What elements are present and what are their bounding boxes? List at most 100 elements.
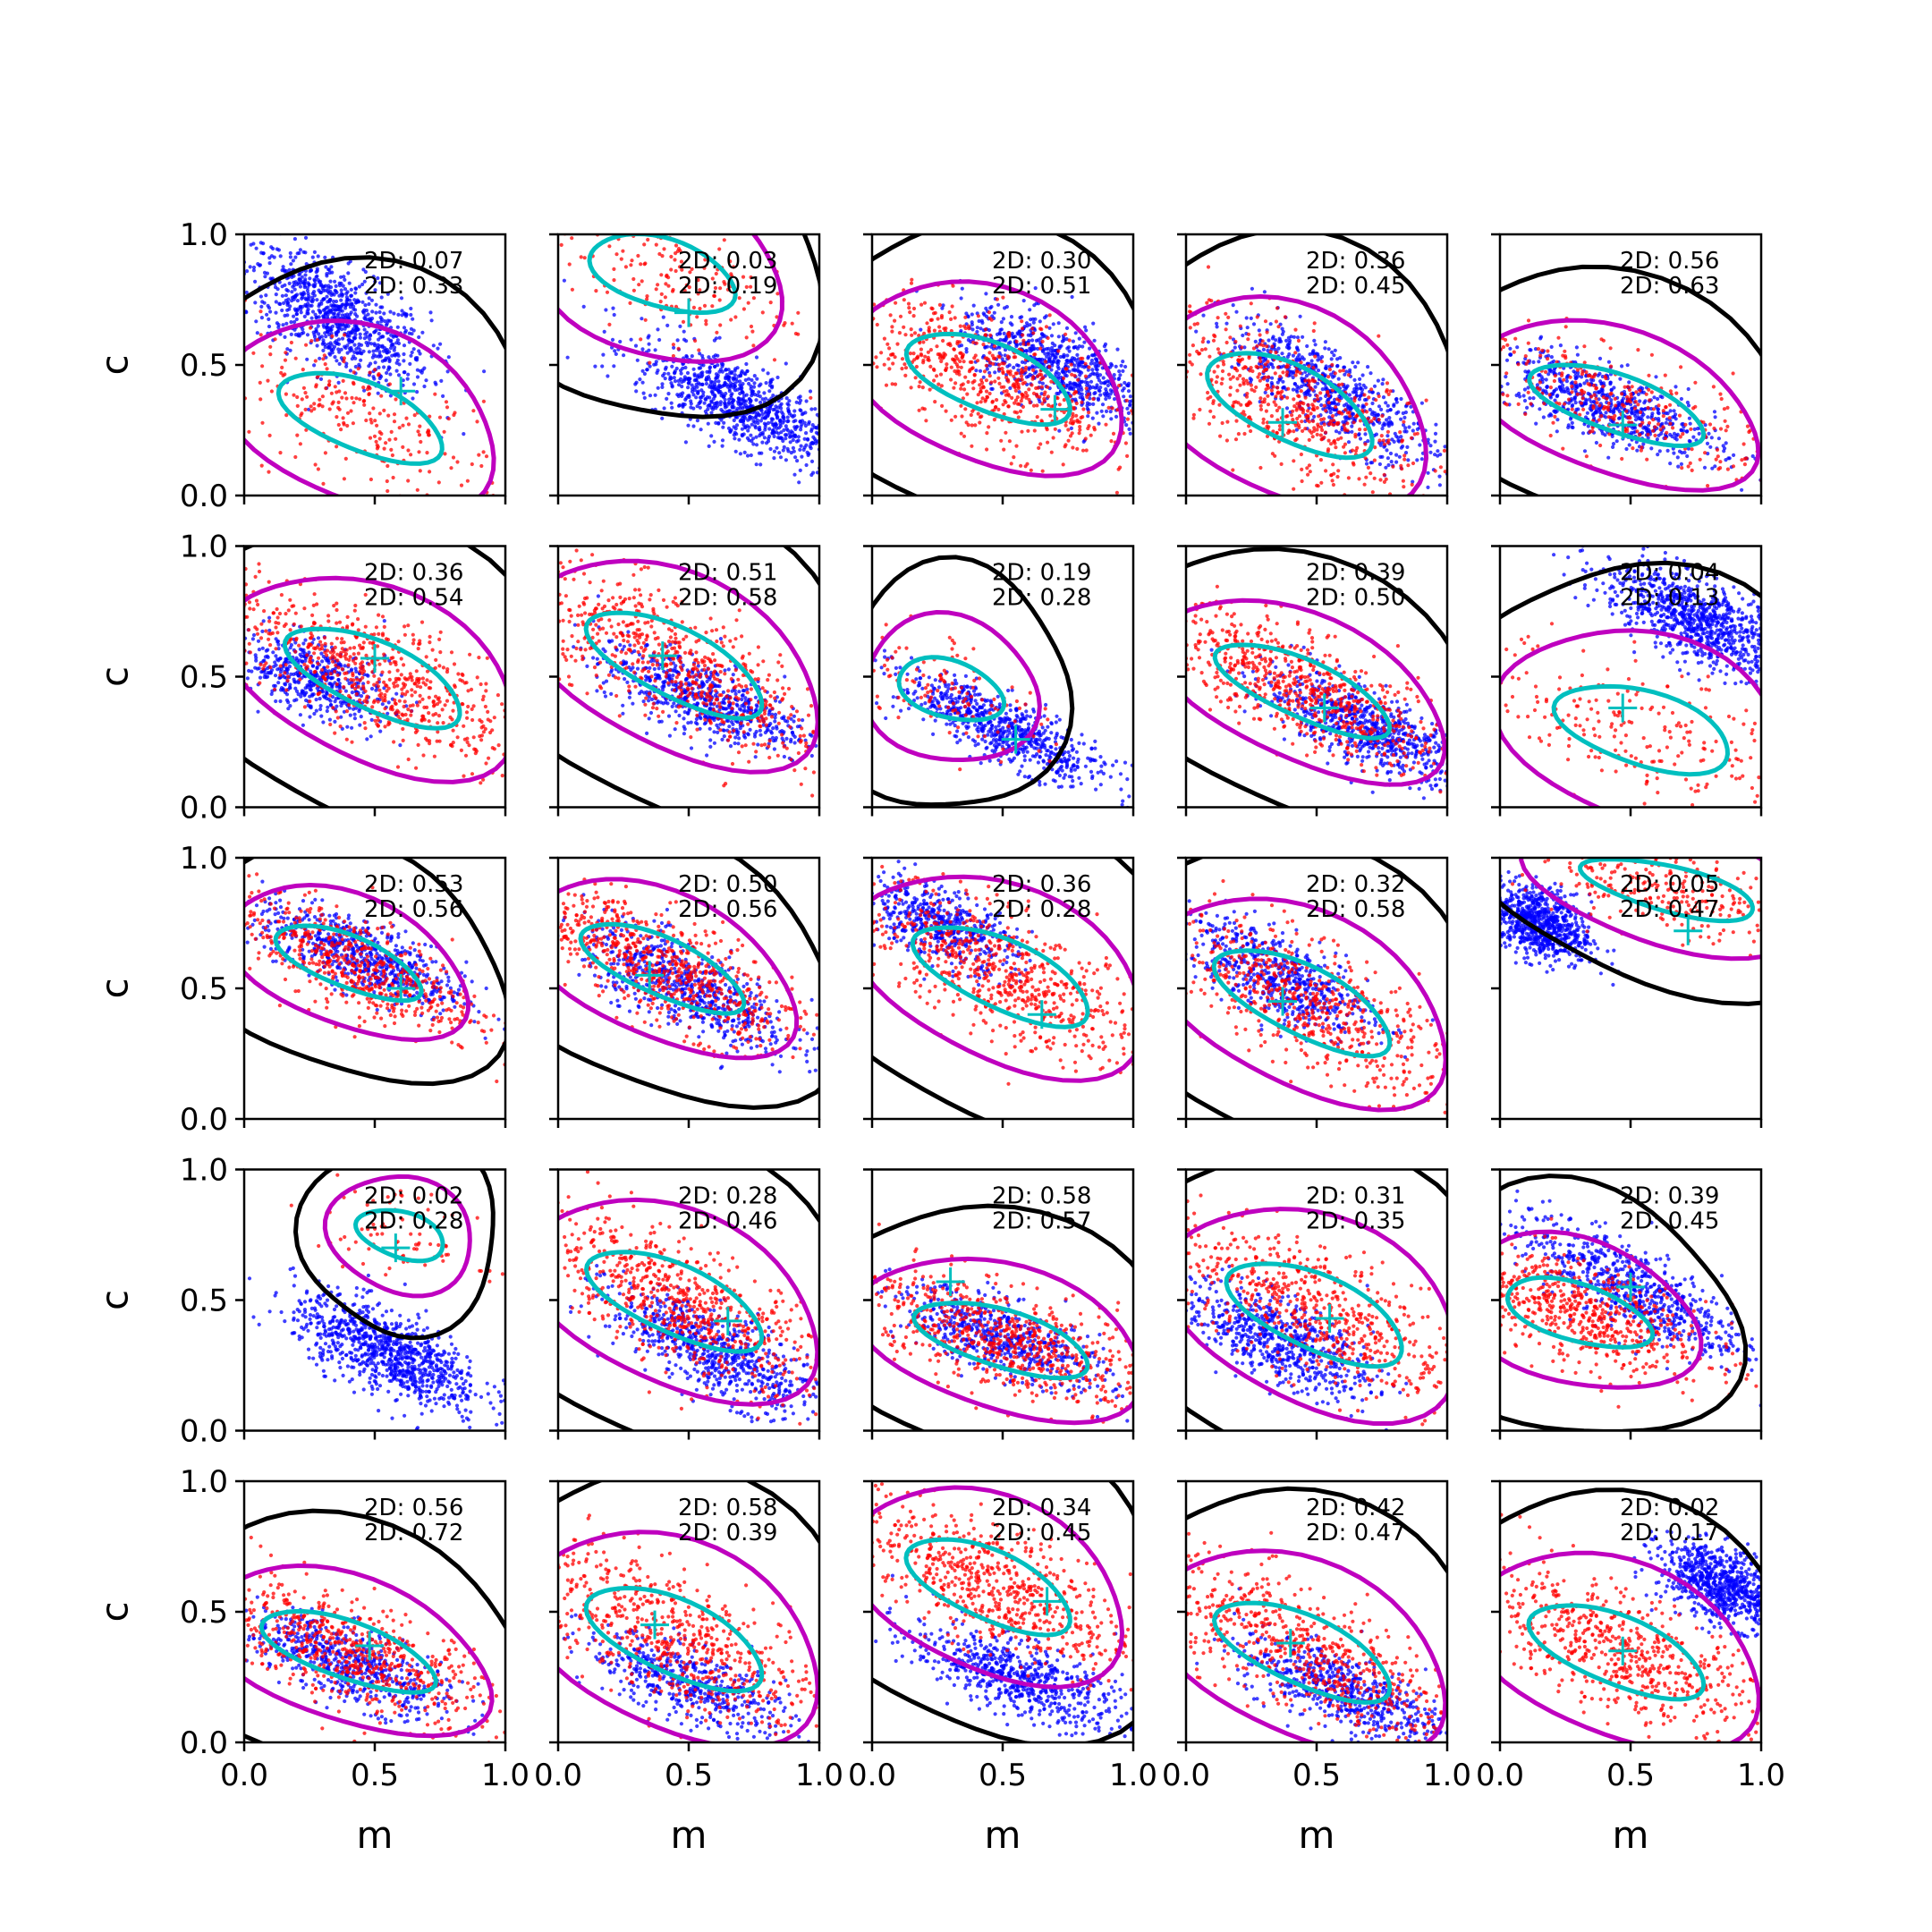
red-point: [1335, 437, 1341, 442]
red-point: [390, 453, 394, 458]
red-point: [1063, 332, 1068, 336]
blue-point: [405, 377, 410, 381]
blue-point: [680, 385, 684, 389]
blue-point: [1072, 382, 1076, 386]
black-contour: [244, 255, 505, 352]
blue-point: [634, 389, 639, 394]
red-point: [1165, 308, 1168, 311]
red-point: [715, 330, 719, 335]
blue-point: [1063, 370, 1068, 375]
red-point: [809, 283, 813, 286]
blue-point: [271, 246, 275, 251]
blue-point: [1348, 368, 1352, 372]
red-point: [1247, 424, 1251, 428]
blue-point: [394, 369, 399, 373]
red-point: [316, 467, 320, 471]
blue-point: [1047, 326, 1052, 330]
red-point: [1384, 504, 1387, 507]
blue-point: [1300, 376, 1304, 381]
blue-point: [312, 290, 317, 294]
blue-point: [726, 368, 731, 372]
blue-point: [305, 333, 310, 337]
red-point: [671, 287, 675, 292]
red-point: [418, 424, 422, 428]
blue-point: [1076, 364, 1080, 369]
red-point: [1298, 401, 1302, 405]
blue-point: [369, 318, 373, 322]
red-point: [1104, 422, 1108, 427]
red-point: [548, 245, 552, 249]
red-point: [1046, 385, 1050, 389]
red-point: [1020, 392, 1024, 396]
blue-point: [1224, 321, 1229, 326]
blue-point: [774, 404, 778, 409]
red-point: [824, 298, 827, 301]
blue-point: [640, 369, 645, 373]
blue-point: [275, 247, 279, 251]
magenta-contour: [872, 279, 1124, 479]
red-point: [1073, 390, 1078, 394]
red-point: [1284, 373, 1289, 377]
red-point: [406, 479, 411, 483]
blue-point: [784, 361, 788, 366]
blue-point: [1126, 389, 1131, 394]
red-point: [322, 353, 326, 358]
blue-point: [997, 345, 1002, 350]
blue-point: [663, 367, 668, 371]
red-point: [85, 301, 89, 304]
red-point: [1327, 368, 1332, 372]
red-point: [1039, 385, 1044, 389]
blue-point: [1215, 321, 1219, 326]
blue-point: [314, 326, 318, 331]
red-point: [953, 414, 958, 419]
blue-point: [308, 276, 312, 281]
blue-point: [1080, 387, 1084, 392]
blue-point: [826, 429, 830, 433]
blue-point: [1117, 369, 1122, 374]
blue-point: [1066, 345, 1071, 350]
blue-point: [602, 329, 606, 334]
red-point: [1021, 404, 1025, 409]
blue-point: [343, 287, 348, 292]
red-point: [1352, 395, 1357, 401]
red-point: [427, 429, 431, 434]
red-point: [301, 368, 305, 372]
red-point: [908, 310, 912, 315]
blue-point: [378, 305, 383, 309]
blue-point: [830, 446, 834, 450]
red-point: [1179, 376, 1182, 379]
red-point: [890, 382, 894, 386]
blue-point: [691, 406, 696, 411]
blue-point: [720, 364, 724, 369]
blue-point: [1302, 383, 1307, 387]
blue-point: [327, 326, 332, 331]
blue-point: [826, 421, 830, 425]
blue-point: [1266, 348, 1270, 353]
blue-point: [772, 455, 776, 461]
blue-point: [964, 350, 969, 354]
blue-point: [809, 407, 814, 411]
red-point: [1366, 465, 1370, 470]
blue-point: [826, 487, 830, 490]
blue-point: [321, 323, 326, 327]
red-point: [923, 354, 928, 359]
blue-point: [1434, 422, 1438, 427]
red-point: [866, 331, 869, 335]
red-point: [984, 378, 988, 383]
red-point: [1346, 476, 1351, 480]
red-point: [1353, 449, 1359, 453]
blue-point: [784, 396, 789, 401]
red-point: [1021, 381, 1025, 386]
blue-point: [373, 329, 377, 335]
blue-point: [1248, 377, 1252, 381]
red-point: [1228, 335, 1233, 340]
blue-point: [352, 324, 357, 328]
blue-point: [756, 420, 760, 426]
red-point: [1225, 419, 1230, 424]
blue-point: [347, 316, 352, 320]
red-point: [674, 268, 678, 274]
blue-point: [964, 347, 969, 352]
red-point: [1291, 409, 1295, 413]
red-point: [389, 447, 394, 452]
red-point: [391, 475, 395, 480]
